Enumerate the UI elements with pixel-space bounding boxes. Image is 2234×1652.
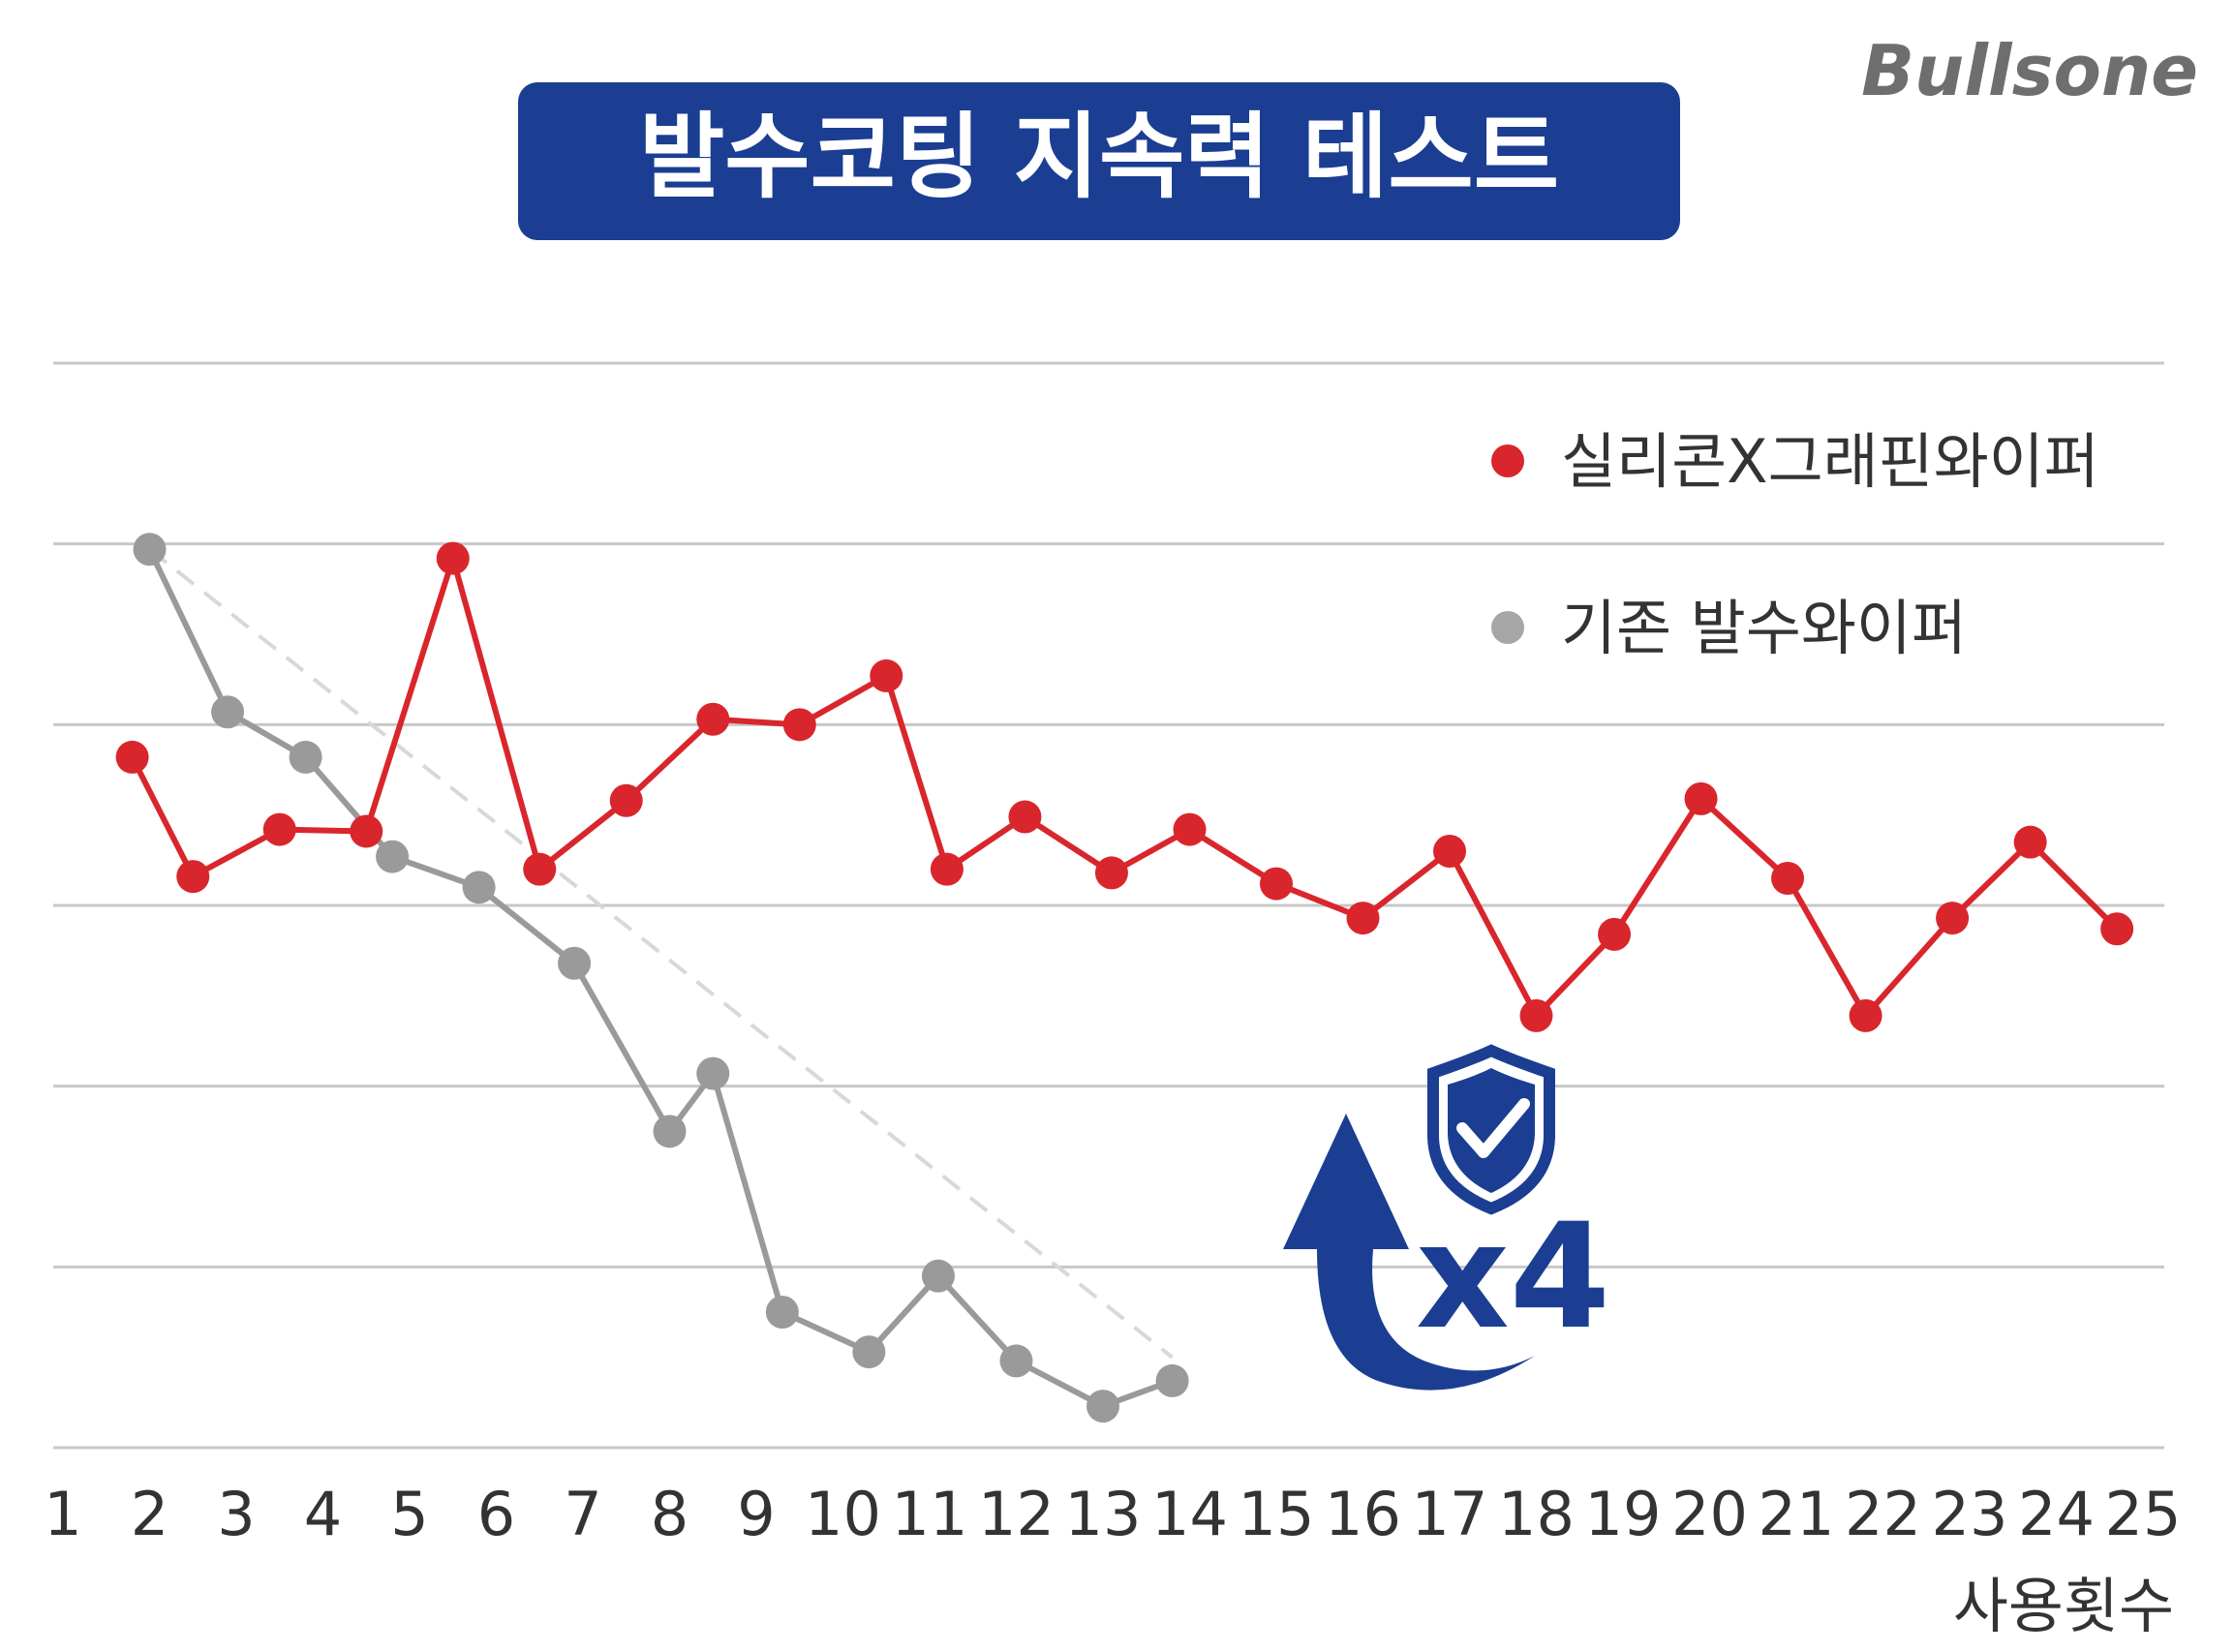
x-tick-label: 6 [477, 1479, 515, 1549]
brand-logo: Bullsone [1861, 30, 2198, 111]
data-point [1086, 1390, 1119, 1423]
x-tick-label: 19 [1585, 1479, 1662, 1549]
data-point [609, 783, 643, 817]
x-tick-label: 13 [1065, 1479, 1142, 1549]
data-point [462, 871, 496, 904]
data-point [1346, 902, 1380, 935]
series-1 [133, 533, 1189, 1423]
data-point [782, 708, 816, 742]
data-point [176, 860, 210, 894]
shield-check-icon [1427, 1044, 1555, 1215]
x-tick-labels: 1 2 3 4 5 6 7 8 9 10 11 12 13 14 15 16 17 18 19 20 21 22 23 24 2… [44, 1479, 2181, 1549]
data-point [1094, 856, 1128, 890]
legend: 실리콘X그래핀와이퍼 기존 발수와이퍼 [1491, 426, 2099, 663]
up-arrow-icon [1283, 1114, 1535, 1391]
legend-marker-gray [1491, 611, 1524, 644]
grid [53, 361, 2164, 1450]
data-point [999, 1344, 1033, 1378]
x-tick-label: 7 [564, 1479, 601, 1549]
data-point [523, 852, 557, 886]
data-point [1519, 998, 1553, 1032]
x-tick-label: 25 [2105, 1479, 2182, 1549]
data-point [1173, 812, 1207, 846]
x-tick-label: 16 [1325, 1479, 1401, 1549]
data-point [1433, 835, 1466, 868]
x-tick-label: 17 [1412, 1479, 1488, 1549]
data-point [350, 814, 383, 848]
data-point [376, 840, 410, 873]
x-tick-label: 23 [1932, 1479, 2008, 1549]
data-point [1771, 862, 1805, 895]
data-point [133, 533, 167, 566]
x-tick-label: 14 [1151, 1479, 1228, 1549]
title-banner [518, 82, 1680, 240]
legend-label-1: 기존 발수와이퍼 [1561, 593, 1967, 663]
data-point [1008, 800, 1042, 834]
x-tick-label: 3 [217, 1479, 255, 1549]
chart-title: 발수코팅 지속력 테스트 [639, 103, 1559, 211]
data-point [1598, 917, 1632, 951]
data-point [653, 1115, 687, 1148]
x-tick-label: 10 [805, 1479, 881, 1549]
x-tick-label: 24 [2018, 1479, 2095, 1549]
data-point [115, 740, 149, 774]
x-tick-label: 9 [737, 1479, 775, 1549]
x-tick-label: 4 [304, 1479, 342, 1549]
x4-annotation: x4 [1283, 1044, 1610, 1391]
data-point [870, 658, 903, 692]
x-tick-label: 2 [131, 1479, 168, 1549]
data-point [289, 740, 322, 774]
x-tick-label: 21 [1759, 1479, 1835, 1549]
x-tick-label: 22 [1845, 1479, 1921, 1549]
data-point [2100, 912, 2134, 946]
series-layer [115, 533, 2134, 1423]
x-tick-label: 5 [390, 1479, 428, 1549]
data-point [852, 1335, 886, 1369]
data-point [436, 541, 470, 575]
data-point [921, 1259, 955, 1293]
data-point [696, 1056, 730, 1090]
x-tick-label: 1 [44, 1479, 81, 1549]
data-point [2013, 825, 2047, 859]
x4-label: x4 [1416, 1193, 1610, 1361]
x-tick-label: 15 [1239, 1479, 1315, 1549]
series-0 [115, 541, 2134, 1032]
series-line [146, 547, 1174, 1410]
trendline-dashed [148, 547, 1174, 1360]
data-point [1849, 998, 1882, 1032]
x-tick-label: 8 [651, 1479, 689, 1549]
data-point [1684, 781, 1718, 815]
data-point [1936, 902, 1970, 935]
data-point [558, 946, 592, 980]
x-tick-label: 18 [1498, 1479, 1575, 1549]
x-axis-label: 사용횟수 [1953, 1571, 2174, 1641]
data-point [1155, 1363, 1189, 1397]
data-point [696, 702, 730, 736]
x-tick-label: 11 [892, 1479, 968, 1549]
trendline [148, 547, 1174, 1360]
x-tick-label: 12 [978, 1479, 1055, 1549]
legend-marker-red [1491, 444, 1524, 477]
x-tick-label: 20 [1671, 1479, 1748, 1549]
data-point [765, 1296, 799, 1329]
data-point [262, 812, 296, 846]
legend-label-0: 실리콘X그래핀와이퍼 [1561, 426, 2099, 497]
data-point [930, 852, 964, 886]
data-point [1260, 867, 1293, 901]
data-point [211, 695, 245, 729]
